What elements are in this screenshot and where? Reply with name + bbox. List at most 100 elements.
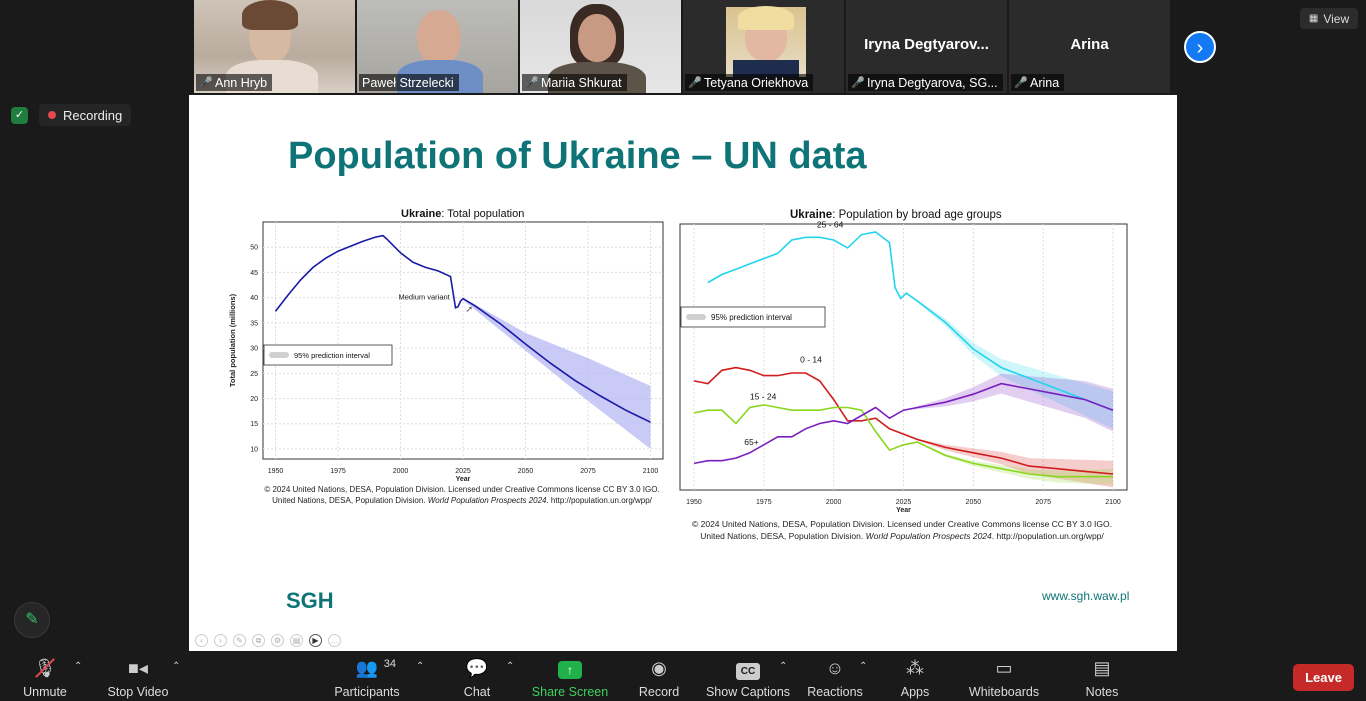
chart-credit-age-groups: © 2024 United Nations, DESA, Population … bbox=[692, 519, 1112, 541]
mic-muted-icon: 🎤 bbox=[851, 77, 865, 89]
annotate-settings-icon[interactable]: ⚙ bbox=[271, 634, 284, 647]
series-line bbox=[274, 234, 651, 423]
participant-display-name: Arina bbox=[1070, 36, 1109, 53]
apps-icon: ⁂ bbox=[906, 658, 924, 678]
participant-tile[interactable]: Iryna Degtyarov... 🎤 Iryna Degtyarova, SG… bbox=[846, 0, 1007, 93]
participants-icon: 👥 34 bbox=[356, 656, 396, 680]
legend-label: 95% prediction interval bbox=[294, 351, 370, 360]
annotate-prev-icon[interactable]: ‹ bbox=[195, 634, 208, 647]
x-tick-label: 2000 bbox=[393, 468, 409, 475]
record-button[interactable]: ◉ Record bbox=[638, 658, 680, 699]
series-label: 15 - 24 bbox=[750, 392, 777, 402]
security-shield-icon[interactable]: ✓ bbox=[11, 107, 28, 124]
audio-options-chevron-icon[interactable]: ⌃ bbox=[74, 661, 83, 672]
video-options-chevron-icon[interactable]: ⌃ bbox=[172, 661, 181, 672]
stop-video-button[interactable]: ■◂ Stop Video bbox=[107, 658, 169, 699]
captions-chevron-icon[interactable]: ⌃ bbox=[779, 661, 788, 672]
participants-count: 34 bbox=[383, 658, 397, 670]
annotate-next-icon[interactable]: › bbox=[214, 634, 227, 647]
whiteboards-button[interactable]: ▭ Whiteboards bbox=[968, 658, 1040, 699]
record-icon: ◉ bbox=[651, 658, 667, 678]
series-line bbox=[693, 366, 1114, 475]
y-tick-label: 15 bbox=[250, 421, 258, 428]
chat-button[interactable]: 💬 Chat bbox=[463, 658, 491, 699]
series-line bbox=[693, 382, 1114, 465]
view-button[interactable]: ▦ View bbox=[1300, 8, 1358, 29]
chat-chevron-icon[interactable]: ⌃ bbox=[506, 661, 515, 672]
series-label: 25 - 64 bbox=[817, 219, 844, 229]
participants-button[interactable]: 👥 34 Participants bbox=[334, 656, 399, 699]
series-label: 65+ bbox=[744, 437, 758, 447]
annotate-save-icon[interactable]: ▤ bbox=[290, 634, 303, 647]
x-tick-label: 1975 bbox=[330, 468, 346, 475]
chat-icon: 💬 bbox=[465, 658, 489, 678]
prediction-interval-band bbox=[903, 441, 1114, 485]
participant-tile[interactable]: 🎤 Tetyana Oriekhova bbox=[683, 0, 844, 93]
participant-nameplate: 🎤 Ann Hryb bbox=[196, 74, 273, 91]
participant-tile[interactable]: 🎤 Mariia Shkurat bbox=[520, 0, 681, 93]
age-groups-chart: 1950 1975 2000 2025 2050 2075 2100 Year 95% pred… bbox=[679, 219, 1128, 514]
recording-dot-icon bbox=[48, 111, 56, 119]
x-axis-label: Year bbox=[896, 507, 911, 514]
mic-muted-icon: 🎤 bbox=[688, 77, 702, 89]
chart-title-total: Ukraine: Total population bbox=[401, 208, 525, 220]
x-tick-label: 2100 bbox=[643, 468, 659, 475]
annotate-camera-icon[interactable]: ▶ bbox=[309, 634, 322, 647]
slide-title: Population of Ukraine – UN data bbox=[288, 135, 867, 177]
x-tick-label: 1950 bbox=[686, 499, 702, 506]
unmute-button[interactable]: 🎙 Unmute bbox=[22, 656, 68, 699]
x-tick-label: 2025 bbox=[455, 468, 471, 475]
meeting-toolbar: 🎙 Unmute ⌃ ■◂ Stop Video ⌃ 👥34 Participa… bbox=[0, 651, 1366, 701]
annotate-draw-icon[interactable]: ✎ bbox=[233, 634, 246, 647]
y-tick-label: 30 bbox=[250, 346, 258, 353]
chart-credit-total: © 2024 United Nations, DESA, Population … bbox=[264, 485, 660, 505]
apps-button[interactable]: ⁂ Apps bbox=[900, 658, 930, 699]
medium-variant-annotation: Medium variant bbox=[399, 293, 451, 302]
participant-tile[interactable]: 🎤 Ann Hryb bbox=[194, 0, 355, 93]
participant-strip: 🎤 Ann Hryb Paweł Strzelecki 🎤 Mariia Shkur… bbox=[194, 0, 1171, 94]
annotate-pencil-icon[interactable]: ✎ bbox=[14, 602, 50, 638]
participant-display-name: Iryna Degtyarov... bbox=[864, 36, 989, 53]
annotate-copy-icon[interactable]: ⧉ bbox=[252, 634, 265, 647]
annotate-more-icon[interactable]: … bbox=[328, 634, 341, 647]
share-screen-icon: ↑ bbox=[558, 656, 582, 680]
legend-swatch bbox=[269, 352, 289, 358]
x-tick-label: 2100 bbox=[1105, 499, 1121, 506]
mic-muted-icon: 🎤 bbox=[199, 77, 213, 89]
series-label: 0 - 14 bbox=[800, 354, 822, 364]
captions-icon: CC bbox=[736, 656, 760, 680]
x-tick-label: 2050 bbox=[966, 499, 982, 506]
participant-nameplate: 🎤 Tetyana Oriekhova bbox=[685, 74, 814, 91]
participant-nameplate: 🎤 Mariia Shkurat bbox=[522, 74, 627, 91]
participant-nameplate: 🎤 Iryna Degtyarova, SG... bbox=[848, 74, 1003, 91]
y-tick-label: 25 bbox=[250, 371, 258, 378]
y-tick-label: 20 bbox=[250, 396, 258, 403]
participant-tile[interactable]: Arina 🎤 Arina bbox=[1009, 0, 1170, 93]
show-captions-button[interactable]: CC Show Captions bbox=[706, 656, 790, 699]
mic-muted-icon: 🎤 bbox=[525, 77, 539, 89]
x-tick-label: 2050 bbox=[518, 468, 534, 475]
notes-icon: ▤ bbox=[1093, 658, 1111, 678]
reactions-smiley-icon: ☺ bbox=[825, 658, 845, 678]
participant-nameplate: 🎤 Arina bbox=[1011, 74, 1065, 91]
microphone-muted-icon: 🎙 bbox=[34, 656, 57, 680]
share-screen-button[interactable]: ↑ Share Screen bbox=[532, 656, 608, 699]
reactions-chevron-icon[interactable]: ⌃ bbox=[859, 661, 868, 672]
chart-title-age-groups: Ukraine: Population by broad age groups bbox=[790, 209, 1002, 221]
sgh-logo: SGH bbox=[286, 588, 334, 613]
reactions-button[interactable]: ☺ Reactions bbox=[807, 658, 863, 699]
x-tick-label: 2075 bbox=[580, 468, 596, 475]
leave-button[interactable]: Leave bbox=[1293, 664, 1354, 691]
x-tick-label: 1950 bbox=[268, 468, 284, 475]
website-link: www.sgh.waw.pl bbox=[1042, 589, 1130, 603]
recording-indicator[interactable]: Recording bbox=[39, 104, 132, 126]
total-population-chart: 1950 1975 2000 2025 2050 2075 2100101520253035… bbox=[228, 221, 664, 483]
notes-button[interactable]: ▤ Notes bbox=[1085, 658, 1119, 699]
series-line bbox=[693, 404, 1113, 478]
prediction-interval-band bbox=[903, 373, 1114, 432]
legend-swatch bbox=[686, 314, 706, 320]
y-tick-label: 40 bbox=[250, 295, 258, 302]
next-page-arrow-icon[interactable]: › bbox=[1184, 31, 1216, 63]
participants-chevron-icon[interactable]: ⌃ bbox=[416, 661, 425, 672]
participant-tile-active-speaker[interactable]: Paweł Strzelecki bbox=[357, 0, 518, 93]
